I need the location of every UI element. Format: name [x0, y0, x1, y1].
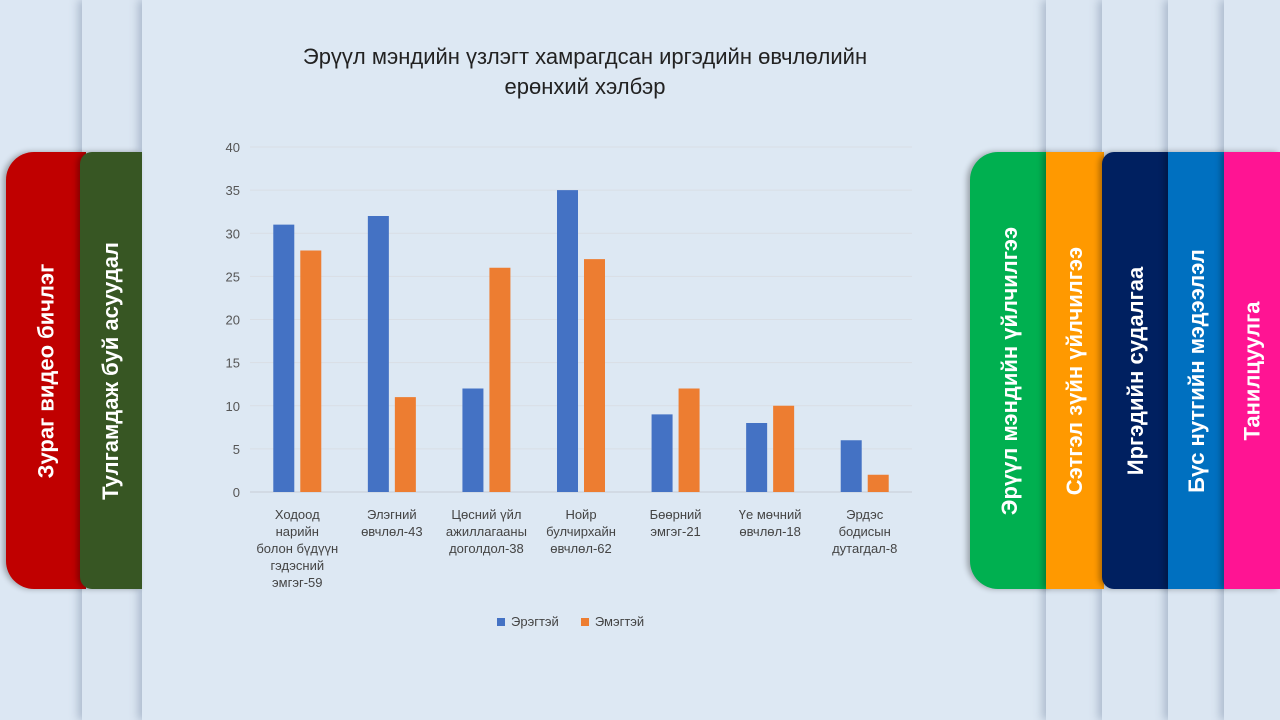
legend-item-female: Эмэгтэй — [580, 614, 645, 629]
x-category-label: Эрдэс бодисын дутагдал-8 — [815, 506, 915, 557]
legend-label-male: Эрэгтэй — [511, 614, 559, 629]
y-tick-label: 10 — [226, 399, 240, 414]
x-category-label-line: дутагдал-8 — [832, 541, 898, 556]
x-category-label-line: өвчлөл-62 — [550, 541, 612, 556]
y-tick-label: 15 — [226, 356, 240, 371]
x-category-label-line: Элэгний — [367, 507, 417, 522]
x-category-label: Цөсний үйл ажиллагааны доголдол-38 — [436, 506, 536, 557]
tab-health-service[interactable]: Эрүүл мэндийн үйлчилгээ — [970, 152, 1050, 589]
x-category-label: Нойр булчирхайн өвчлөл-62 — [531, 506, 631, 557]
x-category-label-line: болон бүдүүн — [256, 541, 339, 556]
tab-photo-video[interactable]: Зураг видео бичлэг — [6, 152, 86, 589]
y-tick-label: 40 — [226, 140, 240, 155]
x-category-label-line: нарийн — [275, 524, 319, 539]
bar-male — [557, 190, 578, 492]
bar-male — [367, 216, 389, 492]
y-tick-label: 5 — [233, 442, 240, 457]
x-category-label-line: Бөөрний — [649, 507, 702, 522]
bar-female — [867, 474, 889, 492]
x-category-label-line: Ходоод — [274, 507, 320, 522]
x-category-label-line: доголдол-38 — [449, 541, 524, 556]
tab-current-issues[interactable]: Тулгамдаж буй асуудал — [80, 152, 142, 589]
x-category-label-line: өвчлөл-18 — [739, 524, 801, 539]
y-tick-label: 25 — [226, 269, 240, 284]
tab-citizen-survey[interactable]: Иргэдийн судалгаа — [1102, 152, 1170, 589]
legend-label-female: Эмэгтэй — [594, 614, 645, 629]
x-category-label-line: Эрдэс — [846, 507, 884, 522]
legend-swatch-male — [497, 617, 505, 626]
tab-introduction[interactable]: Танилцуулга — [1224, 152, 1280, 589]
x-category-label-line: эмгэг-59 — [272, 575, 323, 590]
x-category-label-line: Нойр — [565, 507, 597, 522]
bar-female — [773, 405, 795, 492]
bar-female — [678, 388, 700, 492]
x-category-label-line: өвчлөл-43 — [361, 524, 423, 539]
chart-title: Эрүүл мэндийн үзлэгт хамрагдсан иргэдийн… — [200, 42, 970, 102]
chart-legend: Эрэгтэй Эмэгтэй — [497, 614, 644, 629]
bar-male — [651, 414, 673, 492]
x-category-label-line: бодисын — [838, 524, 891, 539]
bar-female — [584, 259, 605, 492]
bar-male — [462, 388, 484, 492]
x-category-label: Элэгний өвчлөл-43 — [342, 506, 442, 540]
tab-regional-info[interactable]: Бүс нутгийн мэдээлэл — [1168, 152, 1226, 589]
y-tick-label: 20 — [226, 313, 240, 328]
tab-psych-service[interactable]: Сэтгэл зүйн үйлчилгээ — [1046, 152, 1104, 589]
x-category-label: Үе мөчний өвчлөл-18 — [720, 506, 820, 540]
x-category-label-line: Цөсний үйл — [451, 507, 522, 522]
bar-female — [489, 267, 511, 492]
x-category-label: Ходоод нарийн болон бүдүүн гэдэсний эмгэг-59 — [247, 506, 347, 591]
x-category-label-line: эмгэг-21 — [650, 524, 701, 539]
legend-item-male: Эрэгтэй — [497, 614, 559, 629]
legend-swatch-female — [580, 617, 589, 626]
x-category-label-line: гэдэсний — [270, 558, 325, 573]
y-tick-label: 0 — [233, 485, 240, 500]
chart-title-line-1: Эрүүл мэндийн үзлэгт хамрагдсан иргэдийн… — [302, 44, 868, 69]
bar-female — [394, 397, 416, 492]
bar-female — [300, 250, 322, 492]
bar-male — [746, 423, 768, 492]
x-category-label-line: ажиллагааны — [445, 524, 527, 539]
x-category-label: Бөөрний эмгэг-21 — [626, 506, 726, 540]
bar-male — [273, 224, 295, 492]
x-category-label-line: Үе мөчний — [738, 507, 802, 522]
chart-title-line-2: ерөнхий хэлбэр — [504, 74, 666, 99]
bar-male — [840, 440, 862, 492]
y-tick-label: 30 — [226, 226, 240, 241]
y-tick-label: 35 — [226, 183, 240, 198]
x-category-label-line: булчирхайн — [546, 524, 616, 539]
